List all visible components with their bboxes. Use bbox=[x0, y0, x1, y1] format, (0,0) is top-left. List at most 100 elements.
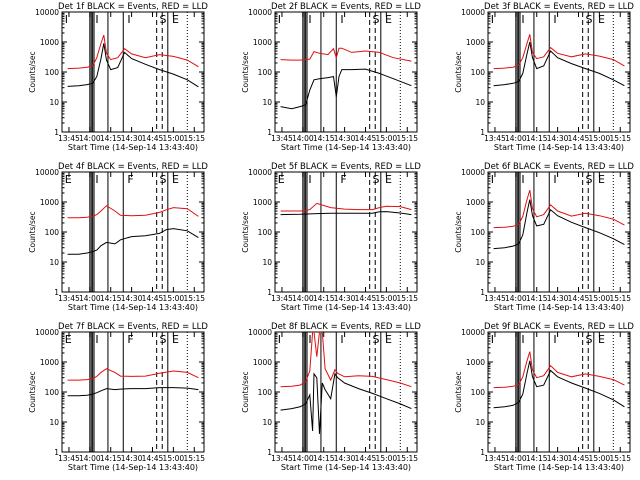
x-axis-label: Start Time (14-Sep-14 13:43:40) bbox=[68, 143, 198, 152]
chart-title: Det 2f BLACK = Events, RED = LLD bbox=[271, 2, 421, 12]
attenuator-label-4: S bbox=[372, 333, 379, 346]
attenuator-label-1: E bbox=[65, 173, 72, 186]
x-tick-label: 14:30 bbox=[547, 294, 569, 303]
y-tick-label: 10000 bbox=[35, 8, 59, 17]
x-tick-label: 15:00 bbox=[376, 294, 398, 303]
lld-series-line bbox=[493, 189, 625, 229]
y-tick-label: 1 bbox=[480, 128, 485, 137]
attenuator-label-1: I bbox=[65, 13, 68, 26]
y-tick-label: 1000 bbox=[40, 38, 59, 47]
x-axis-label: Start Time (14-Sep-14 13:43:40) bbox=[494, 143, 624, 152]
series-group bbox=[280, 47, 412, 110]
x-tick-label: 15:15 bbox=[609, 454, 631, 463]
y-tick-label: 100 bbox=[258, 228, 273, 237]
attenuator-label-3: F bbox=[127, 173, 133, 186]
x-tick-label: 15:15 bbox=[396, 454, 418, 463]
attenuator-label-5: E bbox=[172, 333, 179, 346]
y-tick-label: 1000 bbox=[466, 38, 485, 47]
lld-series-line bbox=[493, 351, 625, 389]
y-tick-label: 10000 bbox=[35, 328, 59, 337]
y-tick-label: 1 bbox=[267, 128, 272, 137]
plot-frame bbox=[61, 331, 205, 453]
x-tick-label: 14:45 bbox=[355, 454, 377, 463]
y-tick-label: 10 bbox=[262, 418, 272, 427]
x-tick-label: 14:30 bbox=[334, 134, 356, 143]
x-tick-label: 14:45 bbox=[568, 294, 590, 303]
x-tick-label: 13:45 bbox=[484, 294, 506, 303]
x-tick-label: 13:45 bbox=[58, 454, 80, 463]
x-axis-label: Start Time (14-Sep-14 13:43:40) bbox=[281, 143, 411, 152]
y-tick-label: 100 bbox=[45, 228, 60, 237]
attenuator-label-2: I bbox=[521, 333, 524, 346]
x-tick-label: 15:00 bbox=[376, 134, 398, 143]
y-tick-label: 10 bbox=[262, 258, 272, 267]
x-tick-label: 14:45 bbox=[355, 294, 377, 303]
x-tick-label: 13:45 bbox=[58, 294, 80, 303]
x-tick-label: 14:30 bbox=[547, 454, 569, 463]
x-tick-label: 15:15 bbox=[183, 454, 205, 463]
series-group bbox=[67, 34, 199, 88]
y-tick-label: 100 bbox=[258, 388, 273, 397]
x-tick-label: 14:15 bbox=[313, 454, 335, 463]
y-tick-label: 10000 bbox=[461, 168, 485, 177]
attenuator-label-5: E bbox=[598, 173, 605, 186]
y-axis-label: Counts/sec bbox=[241, 371, 250, 412]
x-tick-label: 14:45 bbox=[355, 134, 377, 143]
y-tick-label: 10 bbox=[49, 258, 59, 267]
x-axis-label: Start Time (14-Sep-14 13:43:40) bbox=[281, 463, 411, 472]
y-tick-label: 100 bbox=[471, 68, 486, 77]
y-tick-label: 100 bbox=[258, 68, 273, 77]
attenuator-label-3: F bbox=[340, 173, 346, 186]
chart-title: Det 8f BLACK = Events, RED = LLD bbox=[271, 322, 421, 332]
chart-title: Det 7f BLACK = Events, RED = LLD bbox=[58, 322, 208, 332]
lld-series-line bbox=[67, 34, 199, 70]
plot-frame bbox=[274, 331, 418, 453]
events-series-line bbox=[280, 372, 412, 434]
plot-frame bbox=[274, 11, 418, 133]
y-tick-label: 10 bbox=[49, 418, 59, 427]
x-tick-label: 14:30 bbox=[121, 134, 143, 143]
attenuator-label-4: S bbox=[585, 173, 592, 186]
attenuator-label-4: S bbox=[372, 13, 379, 26]
attenuator-label-2: I bbox=[95, 173, 98, 186]
y-axis-label: Counts/sec bbox=[28, 371, 37, 412]
y-tick-label: 100 bbox=[471, 228, 486, 237]
events-series-line bbox=[280, 211, 412, 216]
plot-frame bbox=[487, 331, 631, 453]
x-tick-label: 14:00 bbox=[505, 134, 527, 143]
x-tick-label: 14:30 bbox=[547, 134, 569, 143]
lld-series-line bbox=[67, 205, 199, 219]
x-tick-label: 14:15 bbox=[100, 294, 122, 303]
attenuator-label-2: I bbox=[521, 13, 524, 26]
y-tick-label: 1 bbox=[54, 128, 59, 137]
x-tick-label: 13:45 bbox=[484, 134, 506, 143]
y-tick-label: 10000 bbox=[248, 168, 272, 177]
x-tick-label: 14:30 bbox=[121, 454, 143, 463]
plot-frame bbox=[61, 171, 205, 293]
y-tick-label: 10000 bbox=[248, 8, 272, 17]
y-tick-label: 10 bbox=[475, 258, 485, 267]
x-tick-label: 15:15 bbox=[396, 134, 418, 143]
x-tick-label: 14:15 bbox=[526, 294, 548, 303]
x-tick-label: 14:15 bbox=[313, 134, 335, 143]
x-tick-label: 14:15 bbox=[313, 294, 335, 303]
x-tick-label: 14:00 bbox=[79, 454, 101, 463]
attenuator-label-3: I bbox=[553, 173, 556, 186]
chart-title: Det 6f BLACK = Events, RED = LLD bbox=[484, 162, 634, 172]
y-axis-label: Counts/sec bbox=[28, 51, 37, 92]
attenuator-label-1: E bbox=[65, 333, 72, 346]
x-tick-label: 15:00 bbox=[589, 134, 611, 143]
y-tick-label: 10000 bbox=[35, 168, 59, 177]
attenuator-label-4: S bbox=[159, 173, 166, 186]
x-tick-label: 15:00 bbox=[589, 454, 611, 463]
x-tick-label: 14:00 bbox=[505, 294, 527, 303]
x-tick-label: 14:00 bbox=[505, 454, 527, 463]
y-tick-label: 10 bbox=[475, 418, 485, 427]
x-tick-label: 14:30 bbox=[334, 454, 356, 463]
x-tick-label: 13:45 bbox=[271, 454, 293, 463]
